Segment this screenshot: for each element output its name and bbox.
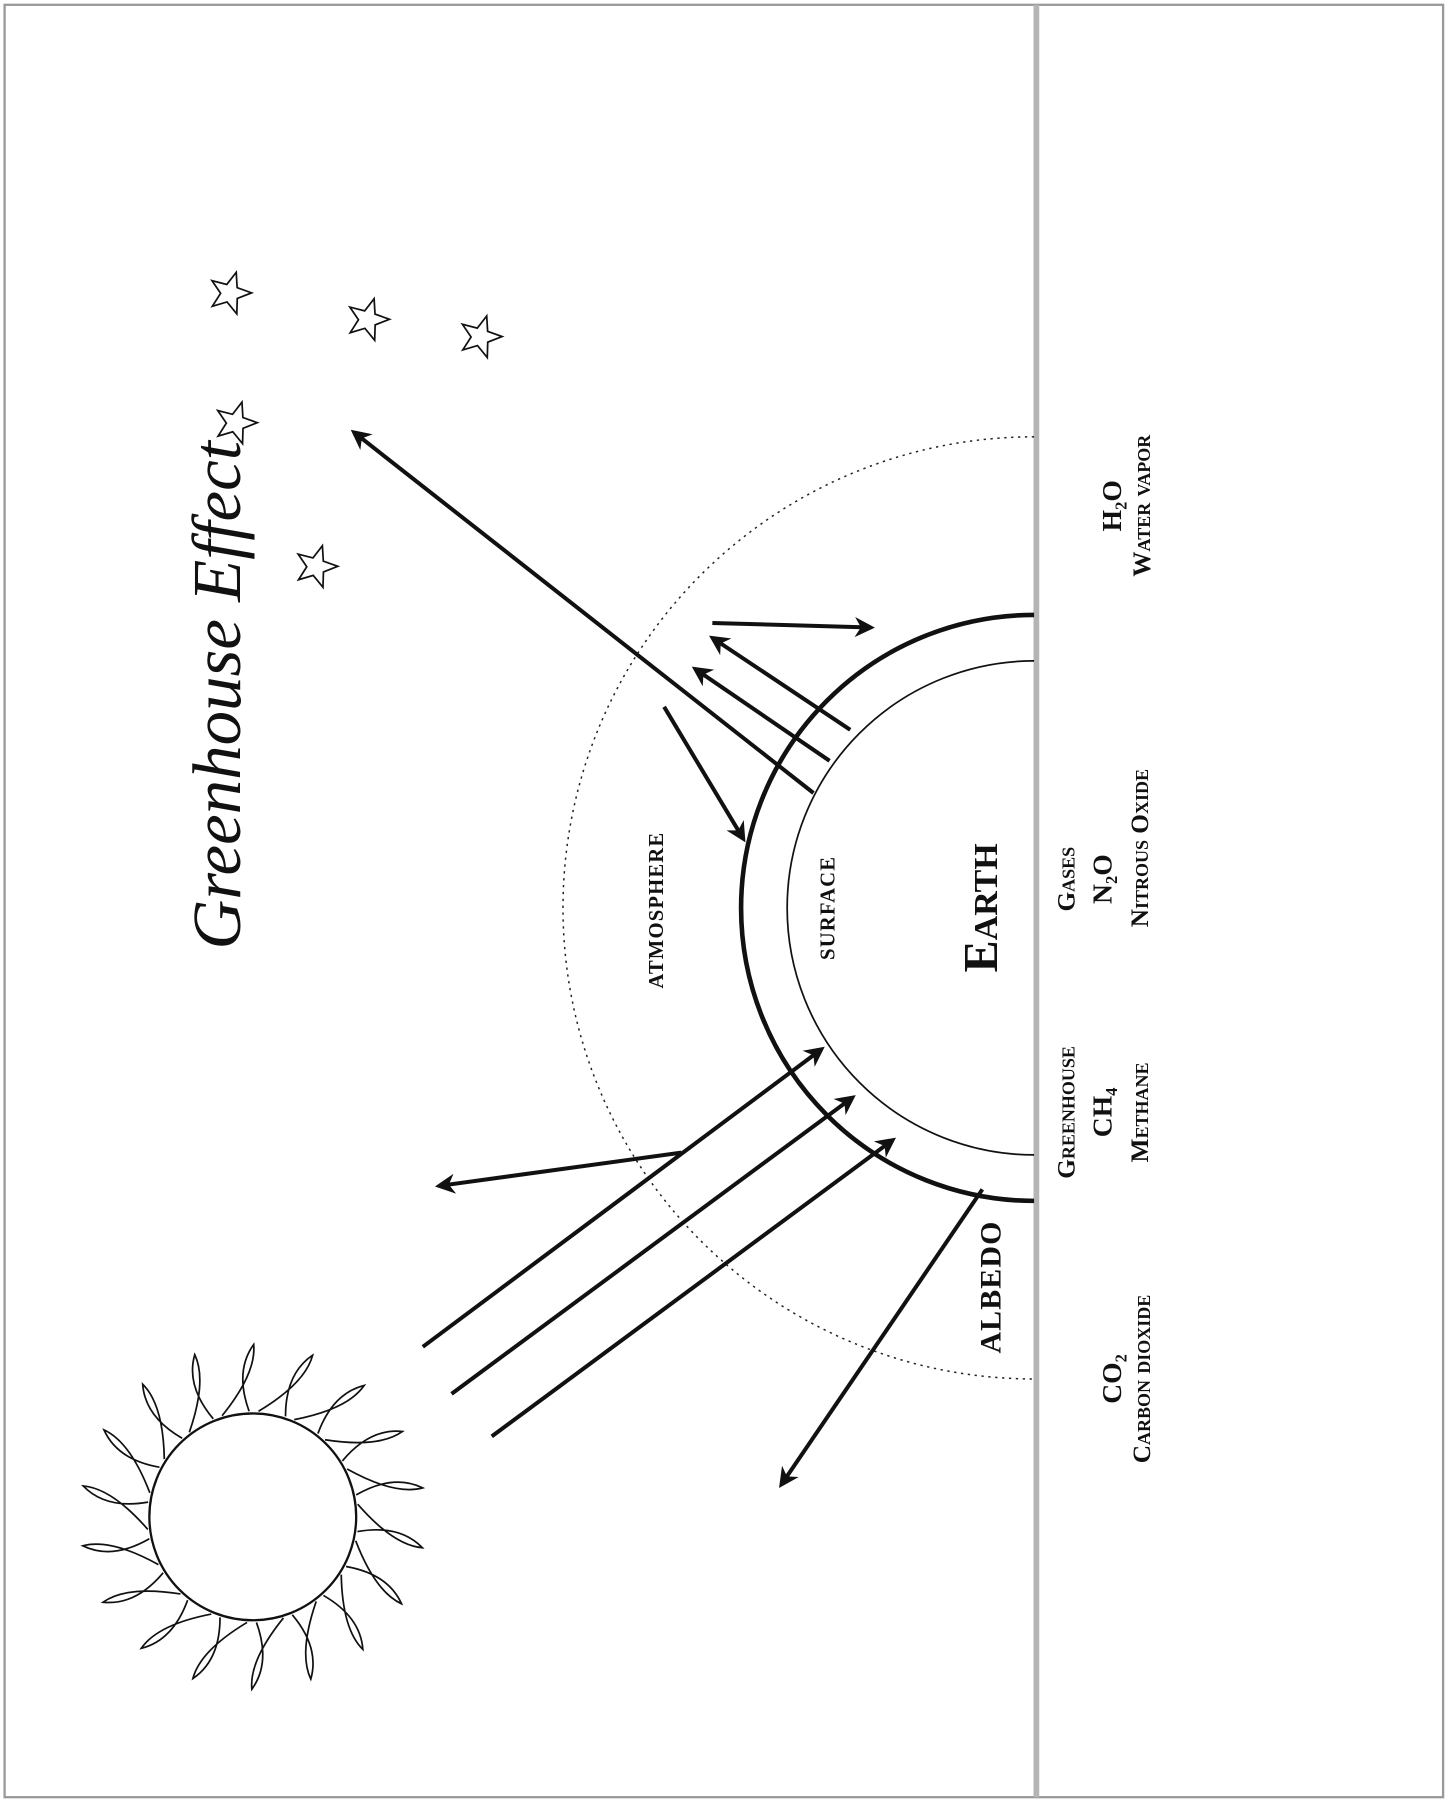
sun-ray — [189, 1355, 213, 1433]
diagram-page: Greenhouse Effect ATMOSPHERE SURFACE Ear… — [0, 0, 1450, 1802]
arrow — [354, 432, 814, 793]
gas-formula: CO₂ — [1096, 1354, 1127, 1404]
gas-header: Gases — [1052, 847, 1080, 912]
gas-name: Methane — [1126, 1062, 1154, 1162]
sun-ray — [259, 1355, 313, 1416]
gas-header: Greenhouse — [1052, 1046, 1080, 1179]
star — [350, 299, 390, 341]
title: Greenhouse Effect — [179, 439, 255, 949]
gas-formula: H₂O — [1096, 480, 1127, 531]
atmosphere-label: ATMOSPHERE — [646, 832, 668, 989]
arrow — [712, 623, 871, 628]
arrow — [423, 1049, 822, 1347]
gas-name: Nitrous Oxide — [1126, 769, 1154, 927]
albedo-label: ALBEDO — [975, 1221, 1008, 1354]
star — [462, 316, 502, 358]
gas-name: Carbon dioxide — [1128, 1295, 1156, 1464]
sun-ray — [252, 1618, 284, 1689]
gas-name: Water vapor — [1128, 434, 1156, 577]
sun-ray — [222, 1345, 254, 1416]
sun-ray — [347, 1469, 423, 1495]
sun-ray — [193, 1617, 247, 1678]
sun-ray — [292, 1601, 316, 1679]
arrow — [781, 1189, 982, 1484]
sun — [83, 1345, 423, 1690]
star — [212, 272, 252, 314]
sun-ray — [104, 1430, 159, 1493]
sun-ray — [83, 1486, 148, 1530]
arrow — [712, 638, 850, 730]
earth-label: Earth — [955, 843, 1008, 972]
gas-formula: N₂O — [1087, 854, 1118, 904]
sun-ray — [346, 1541, 401, 1604]
arrow — [492, 1140, 893, 1436]
sun-ray — [83, 1539, 159, 1565]
sun-disc — [149, 1413, 356, 1620]
star — [298, 546, 338, 588]
gas-formula: CH₄ — [1087, 1088, 1118, 1138]
surface-label: SURFACE — [817, 856, 839, 960]
sun-ray — [357, 1504, 422, 1548]
star — [218, 402, 258, 444]
stars — [212, 272, 502, 587]
arrow — [452, 1097, 853, 1393]
